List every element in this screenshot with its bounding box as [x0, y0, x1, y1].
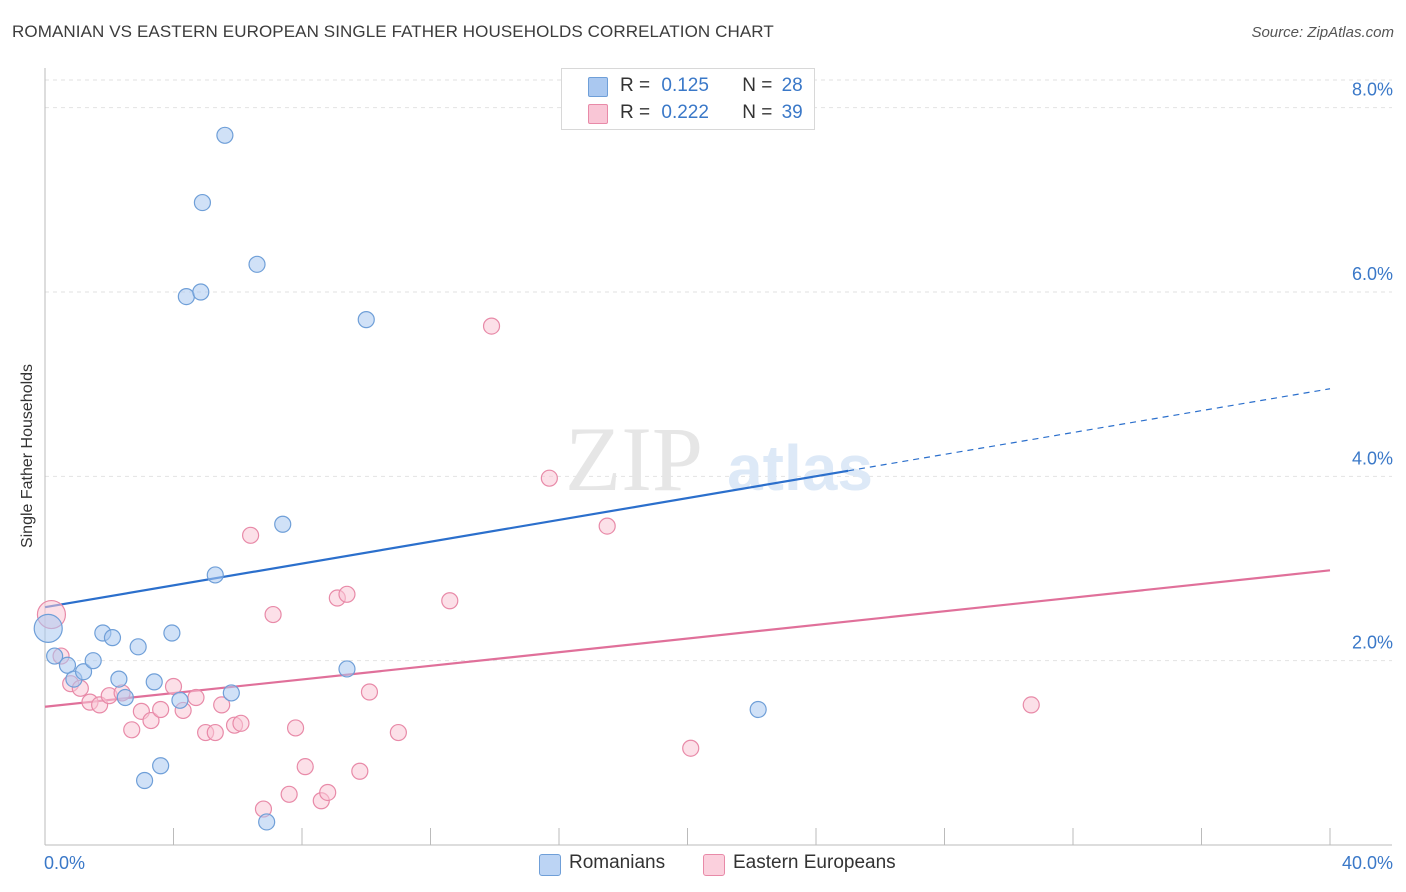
- legend-n-value: 28: [781, 75, 803, 96]
- point-romanians[interactable]: [110, 670, 128, 688]
- watermark-zip: ZIP: [565, 408, 703, 510]
- point-eastern-europeans[interactable]: [482, 317, 501, 335]
- point-romanians[interactable]: [152, 757, 170, 775]
- point-romanians[interactable]: [216, 126, 234, 144]
- point-romanians[interactable]: [163, 624, 181, 642]
- legend-label-romanians: Romanians: [569, 852, 666, 873]
- point-romanians[interactable]: [58, 656, 77, 674]
- legend-r-label: R =: [620, 75, 651, 96]
- legend-n-value: 39: [781, 102, 803, 123]
- stats-legend: R = 0.125 N = 28 R = 0.222 N = 39: [561, 68, 815, 130]
- point-romanians[interactable]: [206, 566, 224, 584]
- point-eastern-europeans[interactable]: [264, 605, 282, 624]
- tick-labels: 2.0% 4.0% 6.0% 8.0% 0.0% 40.0%: [44, 80, 1393, 873]
- data-points: [33, 126, 1040, 831]
- legend-swatch-romanians: [539, 854, 561, 876]
- legend-r-label: R =: [620, 102, 651, 123]
- y-tick-label: 8.0%: [1352, 80, 1393, 100]
- point-eastern-europeans[interactable]: [540, 469, 558, 487]
- point-eastern-europeans[interactable]: [598, 517, 616, 535]
- legend-swatch-eastern-europeans: [588, 104, 608, 124]
- point-eastern-europeans[interactable]: [242, 526, 260, 544]
- point-romanians[interactable]: [33, 613, 63, 644]
- point-romanians[interactable]: [248, 255, 266, 273]
- legend-n-label: N =: [742, 102, 773, 123]
- x-tick-label: 40.0%: [1342, 853, 1393, 873]
- point-romanians[interactable]: [145, 673, 163, 691]
- point-eastern-europeans[interactable]: [319, 783, 337, 802]
- point-eastern-europeans[interactable]: [232, 714, 250, 732]
- point-eastern-europeans[interactable]: [213, 696, 231, 714]
- point-romanians[interactable]: [135, 771, 154, 790]
- point-eastern-europeans[interactable]: [187, 688, 205, 707]
- point-romanians[interactable]: [177, 287, 195, 306]
- legend-n-label: N =: [742, 75, 773, 96]
- trend-lines: [44, 388, 1331, 708]
- point-eastern-europeans[interactable]: [142, 711, 160, 730]
- point-romanians[interactable]: [129, 638, 147, 656]
- point-romanians[interactable]: [116, 688, 134, 707]
- point-romanians[interactable]: [46, 647, 64, 665]
- point-romanians[interactable]: [274, 515, 292, 533]
- point-eastern-europeans[interactable]: [389, 723, 407, 742]
- point-eastern-europeans[interactable]: [441, 592, 459, 610]
- series-legend: Romanians Eastern Europeans: [0, 852, 1406, 878]
- point-eastern-europeans[interactable]: [338, 585, 356, 603]
- y-tick-label: 4.0%: [1352, 448, 1393, 468]
- point-eastern-europeans[interactable]: [1022, 696, 1040, 714]
- x-tick-label: 0.0%: [44, 853, 85, 873]
- trend-line-1: [44, 569, 1331, 708]
- point-romanians[interactable]: [84, 652, 102, 670]
- point-romanians[interactable]: [222, 684, 240, 702]
- point-romanians[interactable]: [103, 629, 122, 647]
- point-romanians[interactable]: [749, 700, 767, 719]
- legend-swatch-eastern-europeans: [703, 854, 725, 876]
- source-label: Source: ZipAtlas.com: [1251, 24, 1394, 41]
- point-eastern-europeans[interactable]: [286, 719, 305, 737]
- point-romanians[interactable]: [258, 813, 276, 831]
- legend-r-value: 0.125: [661, 75, 709, 96]
- point-eastern-europeans[interactable]: [280, 785, 298, 803]
- point-eastern-europeans[interactable]: [123, 721, 141, 739]
- trend-line-extension-0: [848, 388, 1331, 472]
- point-romanians[interactable]: [74, 663, 93, 681]
- point-eastern-europeans[interactable]: [682, 739, 700, 757]
- point-romanians[interactable]: [357, 311, 375, 329]
- point-romanians[interactable]: [338, 660, 356, 678]
- y-tick-label: 2.0%: [1352, 633, 1393, 653]
- legend-swatch-romanians: [588, 77, 608, 97]
- y-tick-label: 6.0%: [1352, 264, 1393, 284]
- point-eastern-europeans[interactable]: [164, 677, 183, 696]
- point-eastern-europeans[interactable]: [351, 762, 369, 780]
- point-eastern-europeans[interactable]: [360, 683, 379, 701]
- point-eastern-europeans[interactable]: [152, 700, 170, 719]
- trend-line-0: [44, 469, 849, 609]
- point-eastern-europeans[interactable]: [206, 723, 224, 742]
- point-romanians[interactable]: [171, 691, 189, 709]
- legend-r-value: 0.222: [661, 102, 709, 123]
- watermark: ZIP atlas: [565, 408, 873, 510]
- watermark-atlas: atlas: [727, 432, 873, 504]
- chart-title: ROMANIAN VS EASTERN EUROPEAN SINGLE FATH…: [12, 22, 774, 41]
- legend-label-eastern-europeans: Eastern Europeans: [733, 852, 896, 873]
- point-romanians[interactable]: [192, 283, 210, 301]
- point-eastern-europeans[interactable]: [296, 758, 314, 776]
- point-romanians[interactable]: [193, 193, 212, 212]
- axes: [44, 68, 1392, 846]
